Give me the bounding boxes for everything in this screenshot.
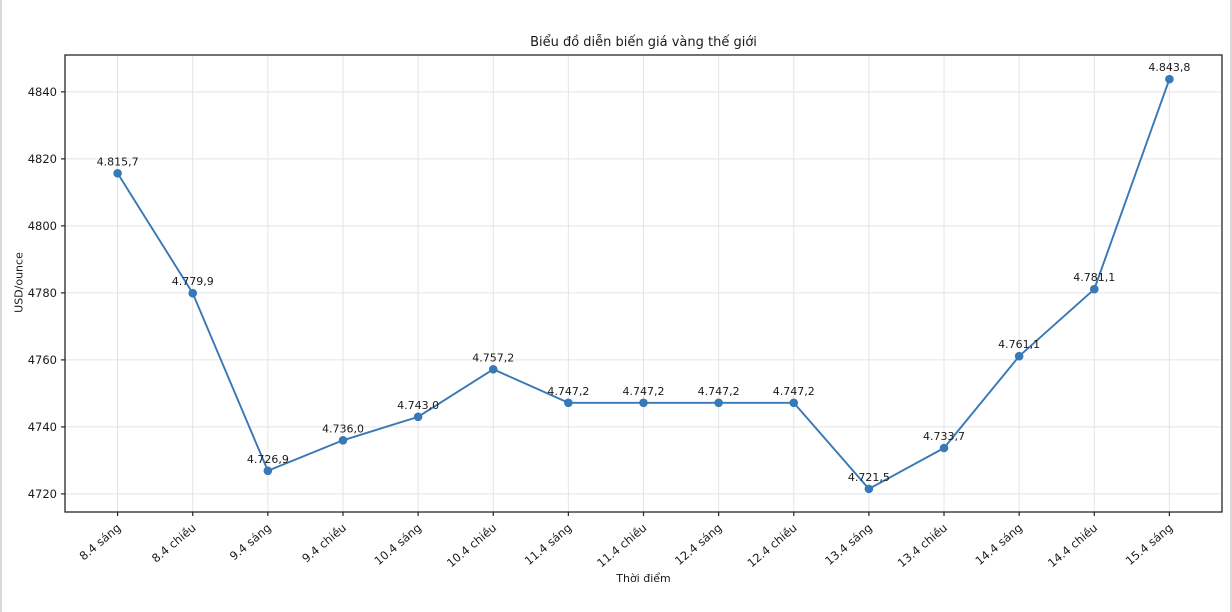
y-tick-label: 4720 (28, 487, 57, 501)
x-tick-label: 8.4 chiều (149, 521, 199, 566)
data-point (939, 443, 949, 453)
point-value-label: 4.747,2 (623, 385, 665, 398)
point-value-label: 4.721,5 (848, 471, 890, 484)
point-value-label: 4.781,1 (1073, 271, 1115, 284)
point-value-label: 4.736,0 (322, 422, 364, 435)
data-point (564, 398, 573, 408)
y-tick-label: 4820 (28, 152, 57, 166)
x-axis-label: Thời điểm (616, 572, 671, 585)
point-value-label: 4.733,7 (923, 430, 965, 443)
x-tick-label: 10.4 chiều (444, 521, 499, 571)
x-tick-label: 12.4 sáng (672, 521, 725, 568)
data-point (413, 412, 423, 422)
data-point (188, 288, 198, 298)
point-value-label: 4.747,2 (698, 385, 740, 398)
y-tick-label: 4760 (28, 353, 57, 367)
y-tick-label: 4800 (28, 219, 57, 233)
x-tick-label: 11.4 chiều (594, 521, 649, 571)
data-point (789, 398, 799, 408)
point-value-label: 4.757,2 (472, 351, 514, 364)
y-tick-label: 4780 (28, 286, 57, 300)
data-point (263, 466, 273, 476)
x-tick-label: 9.4 sáng (227, 521, 274, 564)
x-tick-label: 10.4 sáng (371, 521, 424, 568)
point-value-label: 4.779,9 (172, 275, 214, 288)
chart-title: Biểu đồ diễn biến giá vàng thế giới (530, 35, 757, 50)
x-tick-label: 13.4 chiều (895, 521, 950, 571)
x-tick-label: 11.4 sáng (522, 521, 575, 568)
data-point (488, 364, 498, 374)
x-tick-label: 14.4 chiều (1045, 521, 1100, 571)
x-tick-label: 13.4 sáng (822, 521, 875, 568)
data-point (864, 484, 874, 494)
x-tick-label: 15.4 sáng (1123, 521, 1176, 568)
point-value-label: 4.747,2 (547, 385, 589, 398)
point-value-label: 4.815,7 (97, 155, 139, 168)
data-point (113, 168, 122, 178)
page-right-border (1230, 0, 1232, 612)
x-tick-label: 14.4 sáng (972, 521, 1025, 568)
point-value-label: 4.747,2 (773, 385, 815, 398)
page-left-border (0, 0, 2, 612)
data-point (1165, 74, 1174, 84)
x-tick-label: 12.4 chiều (744, 521, 799, 571)
data-point (639, 398, 648, 408)
x-tick-label: 9.4 chiều (299, 521, 349, 566)
point-value-label: 4.743,0 (397, 399, 439, 412)
data-point (1089, 284, 1099, 294)
y-tick-label: 4840 (28, 85, 57, 99)
point-value-label: 4.761,1 (998, 338, 1040, 351)
y-axis-label: USD/ounce (12, 252, 26, 313)
x-tick-label: 8.4 sáng (77, 521, 124, 564)
y-tick-label: 4740 (28, 420, 57, 434)
data-point (338, 436, 348, 445)
point-value-label: 4.843,8 (1148, 61, 1190, 74)
point-value-label: 4.726,9 (247, 453, 289, 466)
data-point (1014, 351, 1024, 361)
data-point (714, 398, 723, 408)
